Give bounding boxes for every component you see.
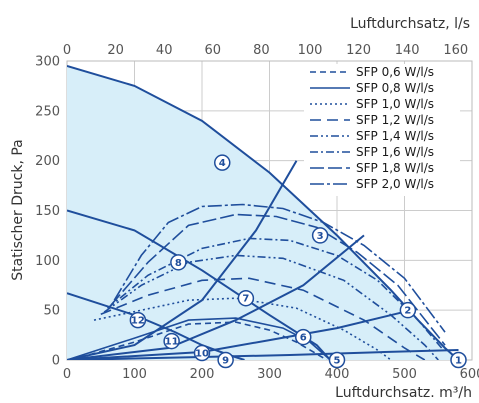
- sfp-series-line: [93, 297, 392, 360]
- y-tick-label: 250: [35, 104, 60, 119]
- x-tick-label: 500: [392, 367, 417, 382]
- x-tick-label: 300: [257, 367, 282, 382]
- marker-7: 7: [237, 289, 255, 307]
- marker-label: 12: [131, 316, 145, 327]
- fan-curve: [67, 209, 332, 360]
- marker-circle: [163, 332, 180, 350]
- marker-8: 8: [170, 254, 187, 271]
- x-tick-label: 200: [190, 367, 215, 382]
- system-curve: [67, 160, 298, 360]
- y-tick-label: 200: [35, 154, 60, 169]
- marker-6: 6: [295, 328, 312, 346]
- legend: SFP 0,6 W/l/s SFP 0,8 W/l/s SFP 1,0 W/l/s S…: [310, 65, 434, 191]
- x-top-tick-label: 80: [253, 43, 270, 58]
- marker-label: 8: [175, 258, 182, 269]
- sfp-series-line: [70, 321, 328, 360]
- sfp-series-line: [113, 203, 446, 333]
- marker-circle: [295, 328, 312, 346]
- y-tick-label: 300: [35, 55, 60, 70]
- x-top-tick-label: 60: [205, 43, 222, 58]
- marker-label: 6: [300, 333, 307, 344]
- y-axis-title: Statischer Druck, Pa: [10, 139, 26, 281]
- x-axis-top-title: Luftdurchsatz, l/s: [350, 16, 470, 32]
- legend-label: SFP 0,8 W/l/s: [356, 81, 434, 95]
- y-tick-label: 50: [43, 304, 60, 319]
- x-tick-label: 400: [325, 367, 350, 382]
- system-curve: [67, 309, 412, 360]
- marker-circle: [217, 351, 234, 369]
- operating-area-fill: [67, 66, 459, 360]
- marker-circle: [214, 154, 231, 171]
- marker-circle: [170, 254, 187, 271]
- marker-circle: [237, 289, 255, 307]
- legend-box: [304, 64, 460, 196]
- legend-label: SFP 1,0 W/l/s: [356, 97, 434, 111]
- y-tick-label: 100: [35, 254, 60, 269]
- system-curve: [67, 234, 365, 360]
- marker-label: 2: [404, 306, 411, 317]
- fan-curve: [67, 65, 460, 360]
- tick-labels: 0100200300400500600020406080100120140160…: [35, 43, 479, 382]
- y-tick-label: 0: [52, 354, 60, 369]
- x-top-tick-label: 100: [298, 43, 323, 58]
- marker-4: 4: [214, 154, 231, 171]
- marker-circle: [311, 227, 329, 244]
- system-curve: [67, 349, 459, 360]
- x-top-tick-label: 140: [395, 43, 420, 58]
- legend-label: SFP 1,4 W/l/s: [356, 129, 434, 143]
- marker-label: 7: [242, 294, 249, 305]
- marker-2: 2: [399, 301, 417, 319]
- x-top-tick-label: 40: [156, 43, 173, 58]
- legend-label: SFP 1,6 W/l/s: [356, 145, 434, 159]
- marker-label: 9: [222, 356, 229, 367]
- legend-label: SFP 1,2 W/l/s: [356, 113, 434, 127]
- x-axis-bottom-title: Luftdurchsatz. m³/h: [335, 385, 472, 401]
- x-tick-label: 600: [460, 367, 479, 382]
- x-top-tick-label: 20: [107, 43, 124, 58]
- marker-1: 1: [450, 351, 467, 369]
- marker-label: 11: [165, 337, 179, 348]
- y-tick-label: 150: [35, 204, 60, 219]
- x-top-tick-label: 160: [443, 43, 468, 58]
- marker-9: 9: [217, 351, 234, 369]
- x-tick-label: 100: [122, 367, 147, 382]
- sfp-series-line: [67, 317, 331, 360]
- x-top-tick-label: 0: [63, 43, 71, 58]
- marker-5: 5: [328, 351, 346, 369]
- marker-11: 11: [163, 332, 180, 350]
- marker-circle: [399, 301, 417, 319]
- sfp-series-line: [103, 254, 439, 360]
- sfp-series-line: [100, 277, 426, 360]
- marker-circle: [450, 351, 467, 369]
- legend-label: SFP 0,6 W/l/s: [356, 65, 434, 79]
- sfp-series-line: [110, 213, 446, 346]
- marker-10: 10: [193, 344, 211, 362]
- marker-label: 5: [334, 356, 341, 367]
- marker-circle: [193, 344, 211, 362]
- legend-label: SFP 2,0 W/l/s: [356, 177, 434, 191]
- marker-label: 10: [195, 349, 209, 360]
- marker-label: 4: [219, 158, 226, 169]
- marker-circle: [129, 311, 147, 329]
- marker-label: 1: [455, 356, 462, 367]
- marker-12: 12: [129, 311, 147, 329]
- marker-label: 3: [317, 231, 324, 242]
- marker-3: 3: [311, 227, 329, 244]
- legend-label: SFP 1,8 W/l/s: [356, 161, 434, 175]
- marker-circle: [328, 351, 346, 369]
- system-curves: [67, 160, 459, 360]
- x-tick-label: 0: [63, 367, 71, 382]
- x-top-tick-label: 120: [346, 43, 371, 58]
